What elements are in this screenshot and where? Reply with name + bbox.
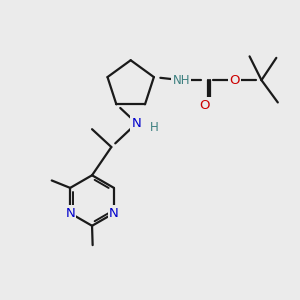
Text: N: N: [109, 207, 119, 220]
Text: H: H: [150, 121, 159, 134]
Text: N: N: [132, 117, 142, 130]
Text: O: O: [200, 99, 210, 112]
Text: NH: NH: [172, 74, 190, 87]
Text: N: N: [65, 207, 75, 220]
Text: O: O: [230, 74, 240, 87]
